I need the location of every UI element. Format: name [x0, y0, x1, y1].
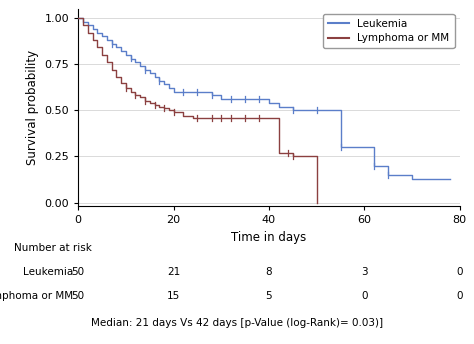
Text: Number at risk: Number at risk: [14, 243, 92, 252]
Text: Median: 21 days Vs 42 days [p-Value (log-Rank)= 0.03)]: Median: 21 days Vs 42 days [p-Value (log…: [91, 318, 383, 328]
Text: 0: 0: [361, 291, 368, 301]
Text: Leukemia: Leukemia: [23, 267, 73, 277]
Text: 3: 3: [361, 267, 368, 277]
Text: 50: 50: [72, 267, 85, 277]
Text: 21: 21: [167, 267, 180, 277]
Text: 0: 0: [456, 267, 463, 277]
Text: 15: 15: [167, 291, 180, 301]
Text: 8: 8: [266, 267, 272, 277]
Legend: Leukemia, Lymphoma or MM: Leukemia, Lymphoma or MM: [323, 14, 455, 49]
Text: 50: 50: [72, 291, 85, 301]
Text: 5: 5: [266, 291, 272, 301]
Y-axis label: Survival probability: Survival probability: [26, 50, 39, 165]
X-axis label: Time in days: Time in days: [231, 231, 307, 244]
Text: Lymphoma or MM: Lymphoma or MM: [0, 291, 73, 301]
Text: 0: 0: [456, 291, 463, 301]
